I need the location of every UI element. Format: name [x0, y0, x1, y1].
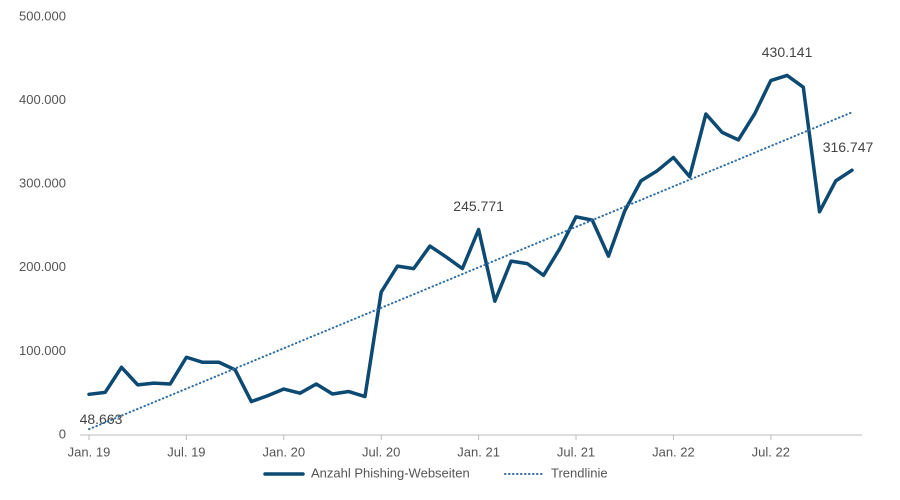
x-tick-label: Jan. 19	[68, 444, 111, 459]
data-label: 430.141	[762, 44, 813, 60]
x-tick-label: Jan. 21	[457, 444, 500, 459]
trend-line	[88, 111, 853, 431]
y-tick-label: 100.000	[19, 343, 66, 358]
y-tick-label: 400.000	[19, 92, 66, 107]
y-tick-label: 200.000	[19, 259, 66, 274]
data-line	[87, 73, 854, 404]
y-tick-label: 0	[59, 426, 66, 441]
data-label: 316.747	[823, 139, 874, 155]
data-label: 245.771	[453, 198, 504, 214]
x-tick-label: Jul. 21	[557, 444, 595, 459]
data-label: 48.663	[80, 411, 123, 427]
legend-label: Trendlinie	[551, 465, 608, 480]
x-tick-label: Jan. 22	[652, 444, 695, 459]
legend-label: Anzahl Phishing-Webseiten	[311, 465, 470, 480]
x-tick-label: Jul. 20	[362, 444, 400, 459]
y-tick-label: 300.000	[19, 176, 66, 191]
y-tick-label: 500.000	[19, 8, 66, 23]
x-tick-label: Jul. 19	[167, 444, 205, 459]
x-tick-label: Jul. 22	[752, 444, 790, 459]
x-tick-label: Jan. 20	[262, 444, 305, 459]
